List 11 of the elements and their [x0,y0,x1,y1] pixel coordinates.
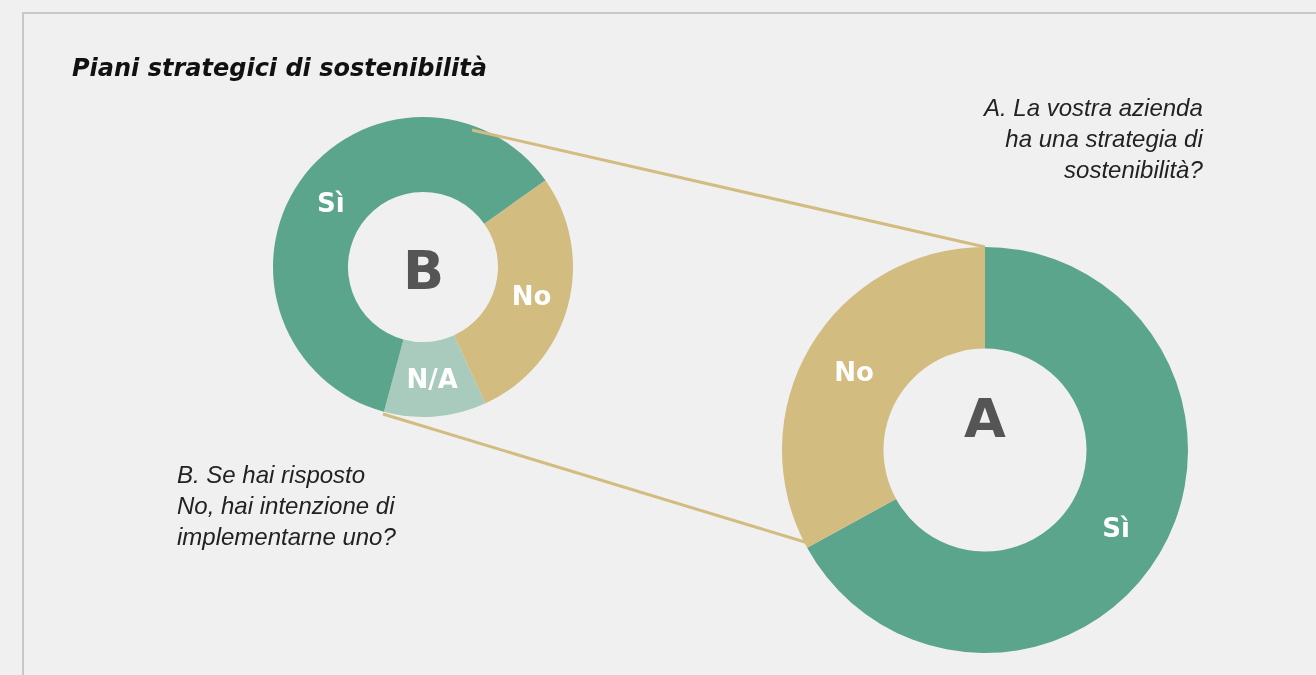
slice-label: Sì [1102,512,1130,543]
slice-label: No [834,357,874,388]
slice-label: N/A [406,364,458,395]
slice-label: Sì [316,187,345,218]
text: A [964,387,1006,450]
donut-slice [807,247,1188,653]
slice-label: No [511,281,552,312]
text: A. La vostra azienda ha una strategia di sostenibilità? [982,94,1204,184]
text: B [403,239,445,302]
text: B. Se hai risposto No, hai intenzione di implementarne uno? [177,461,397,551]
chart-title: Piani strategici di sostenibilità [72,54,487,83]
